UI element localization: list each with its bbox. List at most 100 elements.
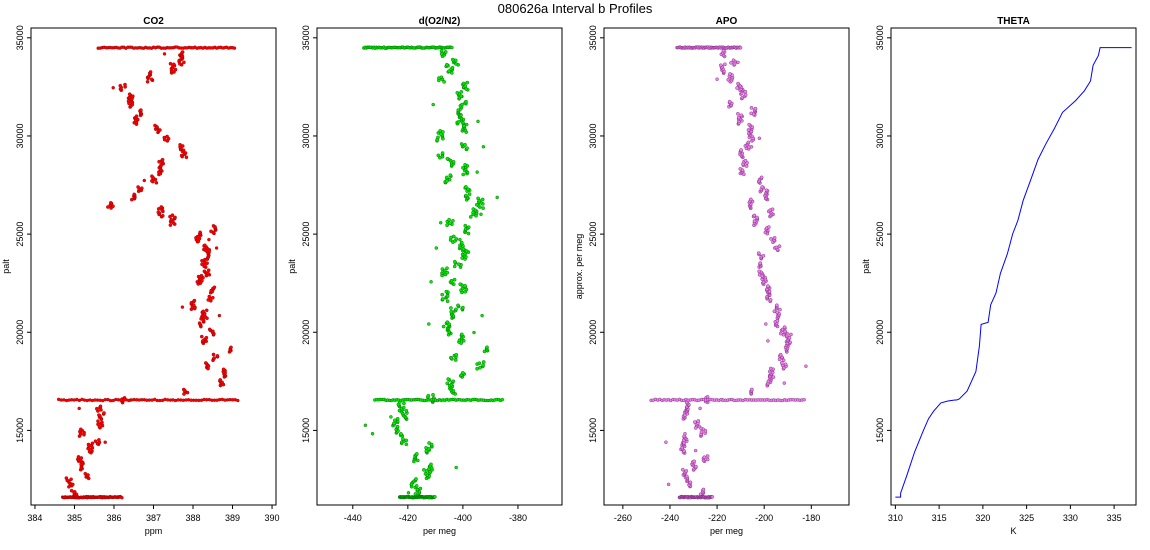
data-point: [467, 192, 472, 196]
data-point: [749, 197, 753, 202]
outlier-point: [131, 94, 135, 98]
data-point: [109, 200, 113, 205]
data-point: [749, 111, 754, 116]
data-point: [440, 151, 445, 155]
data-point: [72, 489, 77, 494]
data-point: [459, 90, 464, 94]
outlier-point: [693, 448, 698, 453]
data-point: [744, 164, 749, 168]
x-axis-label: ppm: [145, 526, 163, 536]
data-point: [79, 427, 83, 432]
data-point: [429, 462, 433, 467]
plot-area: [649, 45, 808, 500]
data-point: [756, 251, 761, 255]
data-point: [149, 77, 154, 82]
outlier-point: [434, 246, 438, 250]
data-point: [757, 269, 762, 274]
x-tick-label: 384: [27, 513, 42, 523]
data-point: [392, 418, 397, 423]
data-point: [772, 236, 777, 240]
data-point: [750, 387, 754, 392]
data-point: [696, 419, 701, 423]
outlier-point: [111, 85, 115, 90]
x-tick-label: 320: [975, 513, 990, 523]
x-tick-label: -440: [344, 513, 362, 523]
outlier-point: [715, 77, 719, 81]
data-point: [448, 221, 452, 225]
data-point: [460, 102, 464, 107]
y-tick-label: 25000: [301, 222, 311, 247]
data-point: [156, 210, 161, 215]
data-point: [180, 50, 185, 54]
x-tick-label: 335: [1107, 513, 1122, 523]
data-point: [466, 187, 471, 192]
data-point: [454, 352, 459, 357]
data-point: [127, 92, 132, 96]
data-point: [459, 142, 464, 146]
data-point: [449, 306, 453, 310]
x-tick-label: -220: [708, 513, 726, 523]
data-point: [404, 438, 409, 443]
data-point: [735, 86, 739, 90]
data-point: [452, 277, 457, 282]
data-point: [456, 303, 460, 308]
x-tick-label: 310: [888, 513, 903, 523]
data-point: [69, 477, 73, 482]
outlier-point: [475, 170, 479, 174]
data-point: [452, 264, 457, 269]
data-point: [431, 392, 435, 397]
data-point: [169, 217, 174, 222]
data-point: [688, 480, 693, 485]
data-point: [460, 256, 465, 260]
outlier-point: [449, 356, 453, 360]
data-point: [145, 80, 150, 84]
data-point: [202, 247, 206, 252]
x-tick-label: -420: [399, 513, 417, 523]
outlier-point: [162, 52, 167, 56]
data-point: [414, 484, 419, 488]
data-point: [755, 215, 759, 220]
data-point: [445, 266, 449, 271]
data-point: [449, 309, 454, 314]
data-point: [64, 476, 69, 480]
data-point: [402, 401, 406, 406]
outlier-point: [472, 330, 476, 335]
data-point: [438, 129, 443, 133]
data-point: [134, 114, 139, 118]
data-point: [451, 234, 456, 239]
data-point: [685, 474, 689, 479]
data-point: [468, 215, 473, 219]
data-point: [729, 61, 733, 65]
data-point: [168, 223, 173, 227]
data-point: [460, 371, 465, 375]
outlier-point: [370, 432, 375, 436]
outlier-point: [479, 212, 483, 217]
data-point: [198, 230, 202, 235]
data-point: [758, 261, 763, 265]
data-point: [477, 361, 482, 366]
data-point: [395, 424, 400, 429]
data-point: [392, 421, 396, 426]
data-point: [139, 186, 144, 190]
data-point: [458, 282, 463, 287]
data-point: [464, 99, 468, 104]
outlier-point: [71, 482, 75, 487]
data-point: [736, 81, 740, 86]
data-point: [202, 269, 207, 274]
data-point: [445, 223, 449, 227]
data-point: [701, 487, 706, 492]
data-point: [454, 307, 458, 312]
y-tick-label: 15000: [875, 418, 885, 443]
data-point: [447, 217, 451, 222]
data-point: [423, 471, 428, 476]
outlier-point: [481, 145, 486, 149]
data-point: [199, 334, 204, 339]
level-band-point: [500, 397, 504, 402]
data-point: [476, 196, 480, 201]
data-point: [738, 167, 743, 171]
outlier-point: [459, 94, 463, 98]
x-tick-label: -200: [755, 513, 773, 523]
data-point: [702, 455, 707, 460]
y-axis-label: palt: [1, 259, 11, 274]
data-point: [207, 327, 212, 332]
